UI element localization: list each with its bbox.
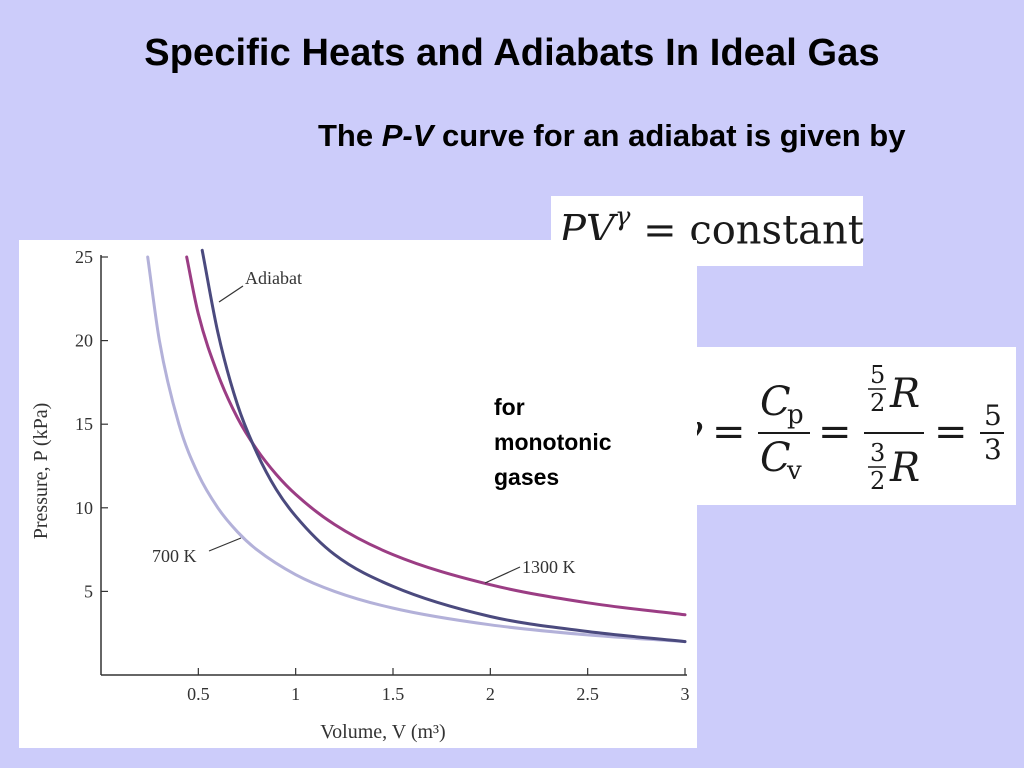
num-coef-denominator: 2: [870, 389, 885, 417]
cp-letter: C: [760, 379, 791, 425]
y-tick-label: 15: [75, 414, 93, 434]
subtitle-prefix: The: [318, 118, 382, 153]
result-denominator: 3: [984, 433, 1002, 466]
x-tick-label: 0.5: [187, 684, 210, 704]
x-tick-label: 2: [486, 684, 495, 704]
annotation-leader-700-k: [208, 537, 242, 552]
x-tick-label: 3: [681, 684, 690, 704]
series-line-1300-k: [185, 255, 687, 617]
y-tick-label: 20: [75, 331, 93, 351]
subtitle-variable: P-V: [381, 118, 434, 153]
equals-1: =: [712, 409, 746, 455]
subtitle-suffix: curve for an adiabat is given by: [433, 118, 906, 153]
cv-subscript: v: [786, 456, 802, 486]
annotation-leader-adiabat: [218, 285, 244, 303]
annotation-label-adiabat: Adiabat: [245, 268, 302, 288]
annotations-group: Adiabat 700 K 1300 K: [152, 268, 576, 584]
adiabat-equation-text: PVγ = constant: [559, 202, 864, 254]
pv-chart: 0.5 1 1.5 2 2.5 3 5 10 15 20 25 Volume, V (m³) Press…: [30, 247, 690, 743]
series-group: [146, 248, 687, 644]
y-tick-label: 10: [75, 498, 93, 518]
chart-panel: 0.5 1 1.5 2 2.5 3 5 10 15 20 25 Volume, V (m³) Press…: [19, 240, 697, 748]
numerator-R: R: [889, 371, 920, 417]
x-axis-label: Volume, V (m³): [320, 721, 445, 743]
monotonic-note: for monotonic gases: [494, 390, 612, 495]
series-line-700-k: [146, 255, 687, 644]
annotation-leader-1300-k: [484, 566, 521, 584]
denominator-R: R: [889, 445, 920, 491]
series-line-adiabat: [200, 248, 687, 644]
slide-subtitle: The P-V curve for an adiabat is given by: [318, 114, 918, 158]
note-line-2: monotonic: [494, 429, 612, 455]
gamma-equation: γ = C p C v = 5 2 R 3 2 R = 5 3: [668, 347, 1016, 505]
annotation-label-1300-k: 1300 K: [522, 557, 576, 577]
num-coef-numerator: 5: [870, 361, 885, 389]
den-coef-denominator: 2: [870, 467, 885, 495]
x-tick-label: 1.5: [382, 684, 405, 704]
annotation-label-700-k: 700 K: [152, 546, 197, 566]
result-numerator: 5: [984, 399, 1002, 432]
y-tick-label: 25: [75, 247, 93, 267]
gamma-equation-svg: γ = C p C v = 5 2 R 3 2 R = 5 3: [676, 361, 1004, 495]
x-tick-label: 1: [291, 684, 300, 704]
note-line-3: gases: [494, 464, 560, 490]
x-tick-label: 2.5: [576, 684, 599, 704]
y-axis-label: Pressure, P (kPa): [30, 403, 52, 539]
note-line-1: for: [494, 394, 525, 420]
cp-subscript: p: [787, 400, 804, 430]
equals-3: =: [934, 409, 968, 455]
equation-exponent: γ: [614, 202, 631, 232]
equals-2: =: [818, 409, 852, 455]
axes-group: 0.5 1 1.5 2 2.5 3 5 10 15 20 25 Volume, V (m³) Press…: [30, 247, 690, 743]
y-tick-label: 5: [84, 581, 93, 601]
slide-title: Specific Heats and Adiabats In Ideal Gas: [144, 32, 880, 74]
cv-letter: C: [760, 435, 791, 481]
den-coef-numerator: 3: [870, 439, 885, 467]
equation-rhs: constant: [689, 207, 864, 254]
